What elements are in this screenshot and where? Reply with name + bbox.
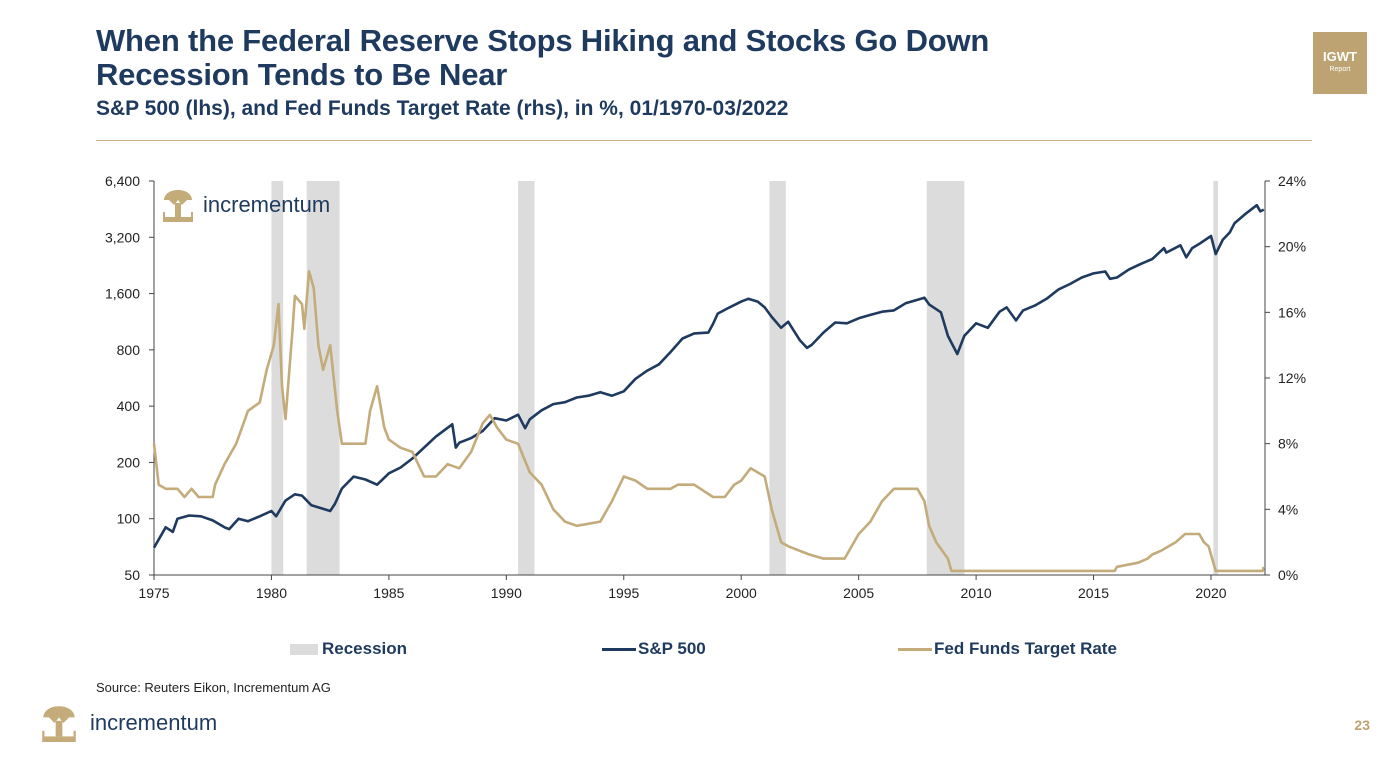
recession-band — [769, 181, 786, 575]
y-left-tick-label: 400 — [117, 398, 141, 414]
tree-logo-icon — [163, 190, 193, 222]
legend-item-recession: Recession — [290, 639, 407, 659]
x-tick-label: 1990 — [491, 585, 522, 601]
y-right-tick-label: 20% — [1278, 239, 1306, 255]
y-right-tick-label: 0% — [1278, 567, 1298, 583]
y-left-tick-label: 200 — [117, 454, 141, 470]
footer-logo-wordmark: incrementum — [90, 710, 218, 735]
page-title: When the Federal Reserve Stops Hiking an… — [96, 24, 989, 92]
y-right-tick-label: 16% — [1278, 304, 1306, 320]
chart-subtitle: S&P 500 (lhs), and Fed Funds Target Rate… — [96, 97, 789, 120]
legend-swatch-sp500 — [602, 647, 636, 651]
y-left-tick-label: 6,400 — [105, 173, 140, 189]
sp500-line — [152, 203, 1265, 549]
y-left-tick-label: 1,600 — [105, 286, 140, 302]
x-tick-label: 2020 — [1195, 585, 1226, 601]
x-tick-label: 2005 — [843, 585, 874, 601]
legend-label-sp500: S&P 500 — [638, 639, 706, 658]
legend-swatch-fed-funds — [898, 647, 932, 651]
recession-band — [518, 181, 535, 575]
y-left-tick-label: 3,200 — [105, 229, 140, 245]
x-tick-label: 1995 — [608, 585, 639, 601]
legend-label-recession: Recession — [322, 639, 408, 658]
y-right-tick-label: 24% — [1278, 173, 1306, 189]
y-left-tick-label: 800 — [117, 342, 141, 358]
title-line-1: When the Federal Reserve Stops Hiking an… — [96, 23, 990, 58]
footer-logo: incrementum — [40, 704, 217, 742]
chart-watermark-logo: incrementum — [163, 188, 330, 222]
source-note: Source: Reuters Eikon, Incrementum AG — [96, 680, 331, 695]
recession-band — [271, 181, 284, 575]
badge-subtitle: Report — [1329, 66, 1351, 73]
y-left-tick-label: 100 — [117, 511, 141, 527]
y-right-tick-label: 12% — [1278, 370, 1306, 386]
legend-item-sp500: S&P 500 — [602, 639, 706, 659]
page-number: 23 — [1354, 717, 1370, 733]
header-divider — [96, 140, 1312, 141]
tree-logo-icon — [42, 706, 76, 742]
legend-swatch-recession — [290, 643, 318, 655]
badge-title: IGWT — [1323, 49, 1357, 64]
recession-band — [1213, 181, 1219, 575]
y-left-tick-label: 50 — [124, 567, 140, 583]
igwt-badge: IGWT Report — [1313, 32, 1367, 94]
title-line-2: Recession Tends to Be Near — [96, 57, 508, 92]
x-tick-label: 2000 — [726, 585, 757, 601]
legend-item-fed-funds: Fed Funds Target Rate — [898, 639, 1117, 659]
legend-label-fed-funds: Fed Funds Target Rate — [934, 639, 1117, 658]
x-tick-label: 1975 — [138, 585, 169, 601]
x-tick-label: 2010 — [961, 585, 992, 601]
x-tick-label: 1980 — [256, 585, 287, 601]
y-right-tick-label: 4% — [1278, 501, 1298, 517]
fed-funds-line — [152, 270, 1266, 573]
chart-logo-wordmark: incrementum — [203, 192, 331, 217]
y-right-tick-label: 8% — [1278, 436, 1298, 452]
recession-band — [926, 181, 965, 575]
x-tick-label: 2015 — [1078, 585, 1109, 601]
x-tick-label: 1985 — [373, 585, 404, 601]
